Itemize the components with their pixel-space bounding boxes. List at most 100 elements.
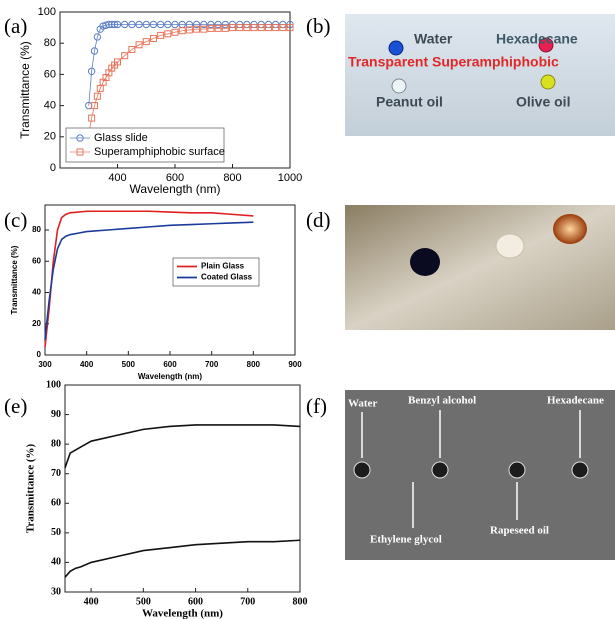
x-tick-label: 600 xyxy=(163,360,177,369)
y-tick-label: 0 xyxy=(37,350,42,359)
marker xyxy=(279,24,287,32)
marker xyxy=(272,24,280,32)
x-tick-label: 800 xyxy=(247,360,261,369)
x-tick-label: 400 xyxy=(108,172,126,184)
legend-box xyxy=(172,257,260,287)
panel-label: (c) xyxy=(4,208,27,232)
y-tick-label: 40 xyxy=(44,100,56,112)
marker xyxy=(171,28,179,36)
photo-label: Ethylene glycol xyxy=(370,534,442,546)
legend-label: Coated Glass xyxy=(201,273,253,282)
marker xyxy=(110,20,119,29)
photo-label: Olive oil xyxy=(516,94,570,110)
y-tick-label: 60 xyxy=(44,68,56,80)
photo-label: Transparent Superamphiphobic xyxy=(348,54,559,70)
y-tick-label: 50 xyxy=(51,527,61,538)
marker xyxy=(128,20,136,29)
data-line xyxy=(44,221,254,340)
marker xyxy=(135,20,143,29)
chart: 30 40 50 60 70 80 90 100 400 500 600 700 800 Waveleng… xyxy=(25,379,308,619)
marker xyxy=(76,134,84,142)
x-tick-label: 700 xyxy=(205,360,219,369)
marker xyxy=(113,20,122,29)
y-tick-label: 60 xyxy=(51,498,61,509)
photo-b: Water Hexadecane Transparent Superamphip… xyxy=(345,14,615,136)
y-tick-label: 30 xyxy=(51,586,61,597)
data-line xyxy=(64,539,301,578)
y-tick-label: 20 xyxy=(44,131,56,143)
panel-label: (b) xyxy=(306,14,331,38)
marker xyxy=(90,47,99,55)
marker xyxy=(157,31,165,39)
marker xyxy=(91,102,98,110)
marker xyxy=(128,45,136,53)
marker xyxy=(257,24,265,32)
data-line xyxy=(64,424,301,469)
x-axis-title: Wavelength (nm) xyxy=(130,182,221,196)
y-tick-label: 100 xyxy=(38,6,56,18)
photo-label: Water xyxy=(414,31,453,47)
marker xyxy=(264,24,272,32)
x-tick-label: 900 xyxy=(288,360,302,369)
panel-label: (a) xyxy=(4,14,27,38)
y-axis-title: Transmittance (%) xyxy=(25,444,37,534)
marker xyxy=(135,41,143,49)
marker xyxy=(236,24,244,32)
legend-label: Superamphiphobic surface xyxy=(94,146,225,158)
data-line xyxy=(88,27,290,134)
photo-label: Water xyxy=(348,398,377,410)
y-tick-label: 20 xyxy=(32,319,41,328)
marker xyxy=(243,24,251,32)
marker xyxy=(185,26,193,34)
marker xyxy=(88,114,96,122)
x-axis-title: Wavelength (nm) xyxy=(138,372,202,381)
marker xyxy=(93,92,101,100)
y-tick-label: 70 xyxy=(51,468,61,479)
marker xyxy=(193,25,201,33)
x-tick-label: 500 xyxy=(122,360,136,369)
x-tick-label: 500 xyxy=(136,596,151,607)
marker xyxy=(200,20,208,29)
photo-label: Rapeseed oil xyxy=(490,525,549,537)
x-tick-label: 800 xyxy=(293,596,308,607)
marker xyxy=(221,24,229,32)
x-tick-label: 700 xyxy=(240,596,255,607)
marker xyxy=(286,24,294,32)
y-tick-label: 40 xyxy=(51,557,61,568)
marker xyxy=(214,20,222,29)
marker xyxy=(178,27,186,35)
plot-frame xyxy=(64,384,301,593)
marker xyxy=(93,33,102,41)
y-tick-label: 80 xyxy=(32,225,41,234)
marker xyxy=(142,38,150,46)
x-tick-label: 600 xyxy=(188,596,203,607)
x-axis-title: Wavelength (nm) xyxy=(142,608,223,619)
marker xyxy=(214,24,222,32)
y-tick-label: 80 xyxy=(44,37,56,49)
marker xyxy=(164,30,172,38)
panel-label: (d) xyxy=(306,208,331,232)
x-tick-label: 800 xyxy=(223,172,241,184)
y-axis-title: Transmittance (%) xyxy=(18,41,32,139)
photo-label: Benzyl alcohol xyxy=(408,395,476,407)
marker xyxy=(185,20,194,29)
y-tick-label: 40 xyxy=(32,288,41,297)
marker xyxy=(171,20,179,29)
marker xyxy=(192,20,201,29)
y-tick-label: 80 xyxy=(51,438,61,449)
marker xyxy=(120,20,129,29)
marker xyxy=(164,20,172,29)
x-tick-label: 400 xyxy=(80,360,94,369)
marker xyxy=(114,58,121,66)
panel-label: (e) xyxy=(4,394,27,418)
x-tick-label: 1000 xyxy=(278,172,302,184)
photo-f: Water Benzyl alcohol Hexadecane Ethylene… xyxy=(345,390,615,560)
marker xyxy=(108,20,116,29)
x-tick-label: 600 xyxy=(166,172,184,184)
marker xyxy=(121,52,129,60)
marker xyxy=(149,35,157,43)
chart: 0 20 40 60 80 100 400 600 800 1000 Wavelength (nm)… xyxy=(18,6,302,196)
x-tick-label: 400 xyxy=(84,596,99,607)
chart: 0 20 40 60 80 300 400 500 600 700 800 900 Wavelength… xyxy=(10,204,302,381)
marker xyxy=(207,24,215,32)
